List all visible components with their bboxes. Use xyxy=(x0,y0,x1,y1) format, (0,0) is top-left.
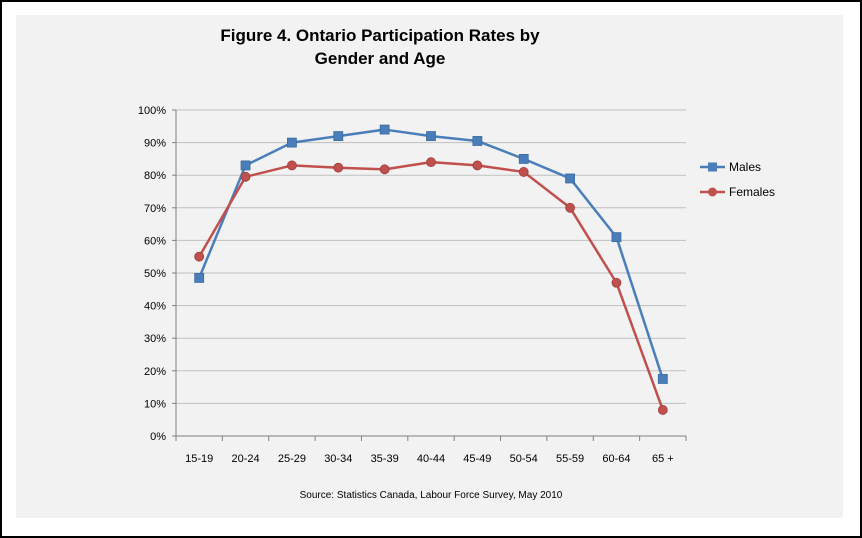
y-tick-label: 30% xyxy=(144,333,166,345)
data-point-females xyxy=(240,171,251,182)
data-point-males xyxy=(565,173,575,184)
data-point-males xyxy=(287,137,297,148)
legend-label-males: Males xyxy=(729,160,761,174)
legend-label-females: Females xyxy=(729,185,775,199)
data-point-males xyxy=(472,136,483,146)
data-point-males xyxy=(240,160,251,171)
chart-area xyxy=(16,15,843,518)
data-point-females xyxy=(379,164,390,175)
x-tick-label: 50-54 xyxy=(510,453,538,465)
legend-marker-females xyxy=(708,187,717,197)
x-tick-label: 55-59 xyxy=(556,453,584,465)
data-point-females xyxy=(287,160,297,171)
x-tick-label: 15-19 xyxy=(185,453,213,465)
x-tick-label: 20-24 xyxy=(231,453,259,465)
y-tick-label: 100% xyxy=(138,105,166,117)
data-point-females xyxy=(426,157,436,168)
data-point-females xyxy=(657,405,668,415)
y-tick-label: 90% xyxy=(144,138,166,150)
data-point-males xyxy=(518,153,529,164)
x-tick-label: 30-34 xyxy=(324,453,352,465)
chart-title: Figure 4. Ontario Participation Rates by… xyxy=(0,24,760,70)
data-point-males xyxy=(379,124,390,135)
y-tick-label: 10% xyxy=(144,398,166,410)
data-point-males xyxy=(194,272,205,283)
y-tick-label: 40% xyxy=(144,301,166,313)
chart-source: Source: Statistics Canada, Labour Force … xyxy=(299,490,563,501)
data-point-males xyxy=(611,232,622,243)
x-tick-label: 60-64 xyxy=(602,453,630,465)
x-tick-label: 45-49 xyxy=(463,453,491,465)
x-tick-label: 35-39 xyxy=(371,453,399,465)
series-line-females xyxy=(198,160,664,411)
data-point-females xyxy=(472,160,483,171)
x-tick-label: 65 + xyxy=(652,453,674,465)
chart-title-line-2: Gender and Age xyxy=(314,49,446,68)
data-point-females xyxy=(194,251,205,262)
data-point-females xyxy=(518,167,529,177)
y-tick-label: 70% xyxy=(144,203,166,215)
y-tick-label: 80% xyxy=(144,170,166,182)
chart-title-line-1: Figure 4. Ontario Participation Rates by xyxy=(220,26,540,45)
data-point-males xyxy=(333,131,344,141)
x-tick-label: 40-44 xyxy=(417,453,445,465)
y-tick-label: 60% xyxy=(144,235,166,247)
x-tick-label: 25-29 xyxy=(278,453,306,465)
data-point-females xyxy=(333,162,344,173)
legend-marker-males xyxy=(708,162,717,172)
data-point-males xyxy=(426,131,436,141)
data-point-males xyxy=(657,374,668,384)
data-point-females xyxy=(611,277,622,288)
y-tick-label: 0% xyxy=(150,431,166,443)
data-point-females xyxy=(565,202,575,213)
y-tick-label: 50% xyxy=(144,268,166,280)
y-tick-label: 20% xyxy=(144,366,166,378)
